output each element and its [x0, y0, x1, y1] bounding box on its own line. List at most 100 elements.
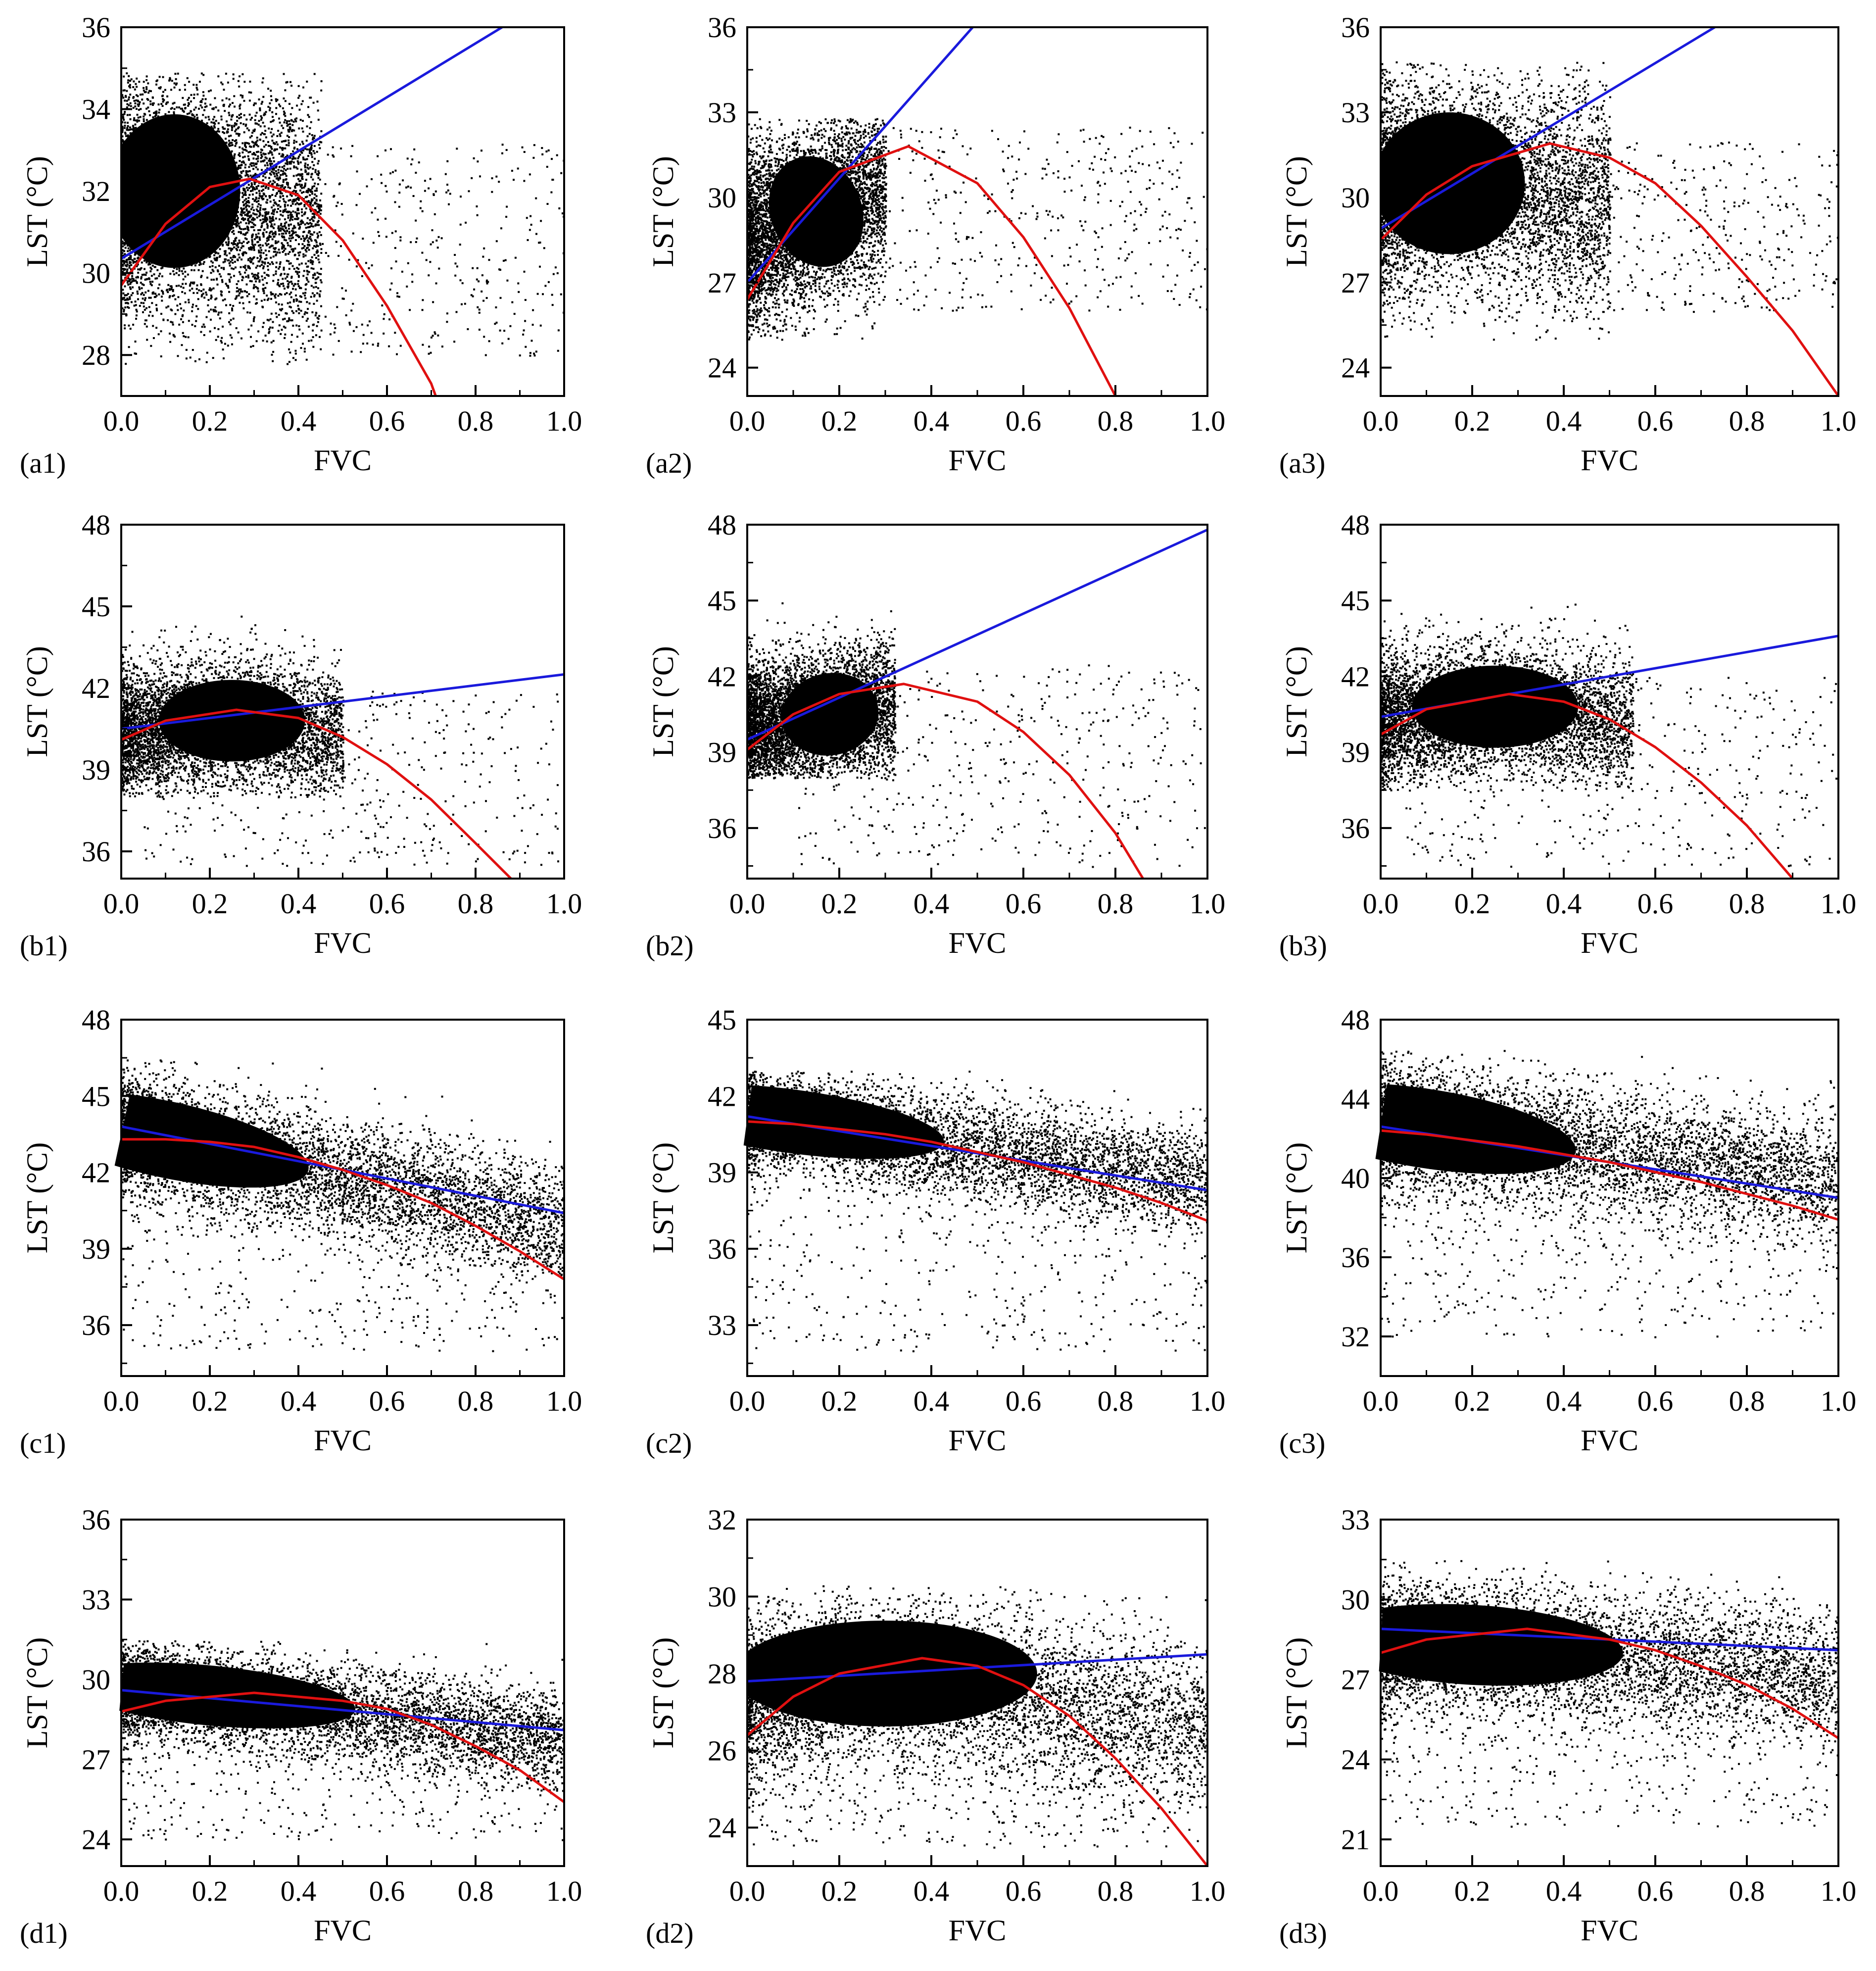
x-tick-label-c1: 0.6 [369, 1385, 405, 1417]
y-axis-title-d2: LST (°C) [647, 1637, 679, 1749]
y-tick-label-c2: 33 [708, 1309, 736, 1341]
y-tick-label-b3: 45 [1341, 585, 1370, 617]
x-tick-label-d1: 1.0 [546, 1875, 582, 1907]
x-tick-label-d1: 0.8 [458, 1875, 494, 1907]
y-tick-label-a3: 36 [1341, 11, 1370, 44]
panel-label-c1: (c1) [20, 1427, 66, 1459]
y-tick-label-d2: 32 [708, 1504, 736, 1536]
y-tick-label-b1: 45 [82, 591, 110, 623]
x-tick-label-d2: 0.6 [1006, 1875, 1042, 1907]
x-tick-label-c1: 0.8 [458, 1385, 494, 1417]
y-tick-label-a1: 34 [82, 94, 110, 126]
y-tick-label-d2: 26 [708, 1735, 736, 1767]
x-tick-label-a1: 0.4 [281, 405, 317, 437]
y-tick-label-d1: 24 [82, 1823, 110, 1856]
y-tick-label-c2: 36 [708, 1233, 736, 1265]
x-axis-title-b3: FVC [1581, 927, 1638, 959]
y-tick-label-c3: 32 [1341, 1321, 1370, 1353]
x-tick-label-b3: 0.6 [1637, 887, 1674, 920]
panel-label-d1: (d1) [20, 1917, 68, 1949]
y-tick-label-b1: 42 [82, 672, 110, 704]
y-tick-label-a2: 30 [708, 182, 736, 214]
x-tick-label-c3: 0.2 [1454, 1385, 1491, 1417]
y-tick-label-c3: 44 [1341, 1083, 1370, 1115]
x-tick-label-b3: 0.0 [1363, 887, 1399, 920]
x-tick-label-c3: 0.0 [1363, 1385, 1399, 1417]
x-tick-label-b1: 0.6 [369, 887, 405, 920]
x-tick-label-a3: 0.6 [1637, 405, 1674, 437]
y-tick-label-d3: 24 [1341, 1744, 1370, 1776]
x-tick-label-a3: 0.8 [1729, 405, 1765, 437]
x-tick-label-d2: 0.4 [914, 1875, 950, 1907]
x-axis-title-c3: FVC [1581, 1424, 1638, 1457]
y-tick-label-d3: 30 [1341, 1584, 1370, 1616]
x-tick-label-a1: 0.6 [369, 405, 405, 437]
x-tick-label-a2: 0.0 [729, 405, 766, 437]
y-axis-title-b1: LST (°C) [21, 646, 53, 757]
y-tick-label-c3: 36 [1341, 1241, 1370, 1274]
x-axis-title-d3: FVC [1581, 1914, 1638, 1947]
x-tick-label-a2: 1.0 [1190, 405, 1226, 437]
x-tick-label-c2: 0.2 [821, 1385, 858, 1417]
panel-label-a1: (a1) [20, 447, 66, 479]
y-tick-label-b2: 36 [708, 812, 736, 844]
x-tick-label-a2: 0.6 [1006, 405, 1042, 437]
y-axis-title-a3: LST (°C) [1280, 156, 1313, 267]
x-tick-label-d2: 1.0 [1190, 1875, 1226, 1907]
x-tick-label-b2: 0.0 [729, 887, 766, 920]
x-tick-label-a3: 0.4 [1546, 405, 1582, 437]
y-axis-title-a2: LST (°C) [647, 156, 679, 267]
x-axis-title-b1: FVC [314, 927, 372, 959]
y-tick-label-b3: 36 [1341, 812, 1370, 844]
y-tick-label-c3: 48 [1341, 1004, 1370, 1036]
y-tick-label-c1: 36 [82, 1309, 110, 1341]
x-tick-label-a3: 1.0 [1821, 405, 1857, 437]
x-tick-label-b1: 1.0 [546, 887, 582, 920]
y-tick-label-a2: 24 [708, 352, 736, 384]
y-tick-label-b1: 48 [82, 509, 110, 541]
y-tick-label-b2: 42 [708, 660, 736, 692]
y-tick-label-b2: 45 [708, 585, 736, 617]
y-tick-label-b1: 36 [82, 836, 110, 868]
y-tick-label-a2: 36 [708, 11, 736, 44]
x-tick-label-b1: 0.8 [458, 887, 494, 920]
y-tick-label-b3: 48 [1341, 509, 1370, 541]
x-tick-label-d3: 0.6 [1637, 1875, 1674, 1907]
x-tick-label-a2: 0.4 [914, 405, 950, 437]
x-tick-label-c3: 0.8 [1729, 1385, 1765, 1417]
y-tick-label-d1: 30 [82, 1664, 110, 1696]
x-tick-label-b1: 0.0 [103, 887, 140, 920]
y-tick-label-b3: 42 [1341, 660, 1370, 692]
x-tick-label-a1: 0.8 [458, 405, 494, 437]
y-axis-title-a1: LST (°C) [21, 156, 53, 267]
panel-label-b1: (b1) [20, 930, 68, 962]
x-tick-label-d3: 0.2 [1454, 1875, 1491, 1907]
panel-label-a3: (a3) [1279, 447, 1325, 479]
x-tick-label-b1: 0.4 [281, 887, 317, 920]
x-tick-label-b3: 0.4 [1546, 887, 1582, 920]
y-tick-label-d3: 27 [1341, 1664, 1370, 1696]
x-tick-label-b2: 0.8 [1098, 887, 1134, 920]
y-tick-label-d2: 30 [708, 1581, 736, 1613]
y-axis-title-c2: LST (°C) [647, 1142, 679, 1254]
y-tick-label-a2: 33 [708, 97, 736, 129]
x-tick-label-c1: 0.2 [192, 1385, 228, 1417]
y-tick-label-a1: 28 [82, 339, 110, 371]
x-axis-title-a3: FVC [1581, 444, 1638, 477]
x-tick-label-b2: 0.4 [914, 887, 950, 920]
x-tick-label-a1: 0.2 [192, 405, 228, 437]
x-tick-label-c2: 0.8 [1098, 1385, 1134, 1417]
scatter-density-core-a3 [1374, 112, 1525, 254]
x-tick-label-d2: 0.8 [1098, 1875, 1134, 1907]
x-tick-label-a3: 0.2 [1454, 405, 1491, 437]
y-tick-label-b3: 39 [1341, 737, 1370, 769]
y-tick-label-a3: 33 [1341, 97, 1370, 129]
y-axis-title-c3: LST (°C) [1280, 1142, 1313, 1254]
x-tick-label-c3: 1.0 [1821, 1385, 1857, 1417]
y-tick-label-d2: 28 [708, 1658, 736, 1690]
x-tick-label-d3: 1.0 [1821, 1875, 1857, 1907]
x-tick-label-d1: 0.0 [103, 1875, 140, 1907]
panel-label-c2: (c2) [646, 1427, 692, 1459]
y-tick-label-d3: 21 [1341, 1823, 1370, 1856]
y-tick-label-a3: 24 [1341, 352, 1370, 384]
